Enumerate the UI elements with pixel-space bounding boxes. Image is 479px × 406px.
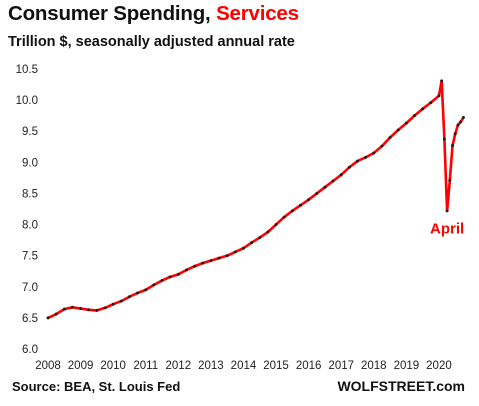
data-point xyxy=(111,302,115,306)
data-point xyxy=(136,291,140,295)
data-point xyxy=(79,307,83,311)
data-point xyxy=(437,94,441,98)
x-tick-label: 2011 xyxy=(133,360,158,372)
data-point xyxy=(440,79,444,83)
data-point xyxy=(46,316,50,320)
data-point xyxy=(388,135,392,139)
data-point xyxy=(421,107,425,111)
x-tick-label: 2017 xyxy=(328,360,354,372)
data-point xyxy=(364,155,368,159)
data-point xyxy=(445,209,449,213)
series-line-path xyxy=(46,79,465,320)
x-tick-label: 2012 xyxy=(166,360,192,372)
x-tick-label: 2008 xyxy=(35,360,61,372)
data-point xyxy=(456,123,460,127)
data-point xyxy=(282,215,286,219)
x-tick-label: 2013 xyxy=(198,360,224,372)
data-point xyxy=(184,268,188,272)
y-tick-label: 8.5 xyxy=(22,188,38,200)
data-point xyxy=(266,230,270,234)
x-axis-ticks: 2008 2009 2010 2011 2012 2013 2014 2015 2016 2017… xyxy=(35,360,452,372)
y-tick-label: 8.0 xyxy=(22,220,38,232)
x-tick-label: 2010 xyxy=(100,360,126,372)
data-point xyxy=(356,159,360,163)
data-point xyxy=(250,241,254,245)
data-point xyxy=(323,185,327,189)
data-point xyxy=(339,173,343,177)
data-point xyxy=(103,306,107,310)
data-point xyxy=(217,256,221,260)
data-point xyxy=(429,101,433,105)
data-point xyxy=(127,295,131,299)
y-tick-label: 9.5 xyxy=(22,126,38,138)
chart-subtitle: Trillion $, seasonally adjusted annual r… xyxy=(8,34,295,50)
brand-logo-text: WOLFSTREET.com xyxy=(337,378,465,394)
source-note: Source: BEA, St. Louis Fed xyxy=(12,379,181,394)
y-tick-label: 10.5 xyxy=(16,64,38,76)
x-tick-label: 2014 xyxy=(231,360,257,372)
data-point xyxy=(453,132,457,136)
x-tick-label: 2019 xyxy=(394,360,420,372)
x-tick-label: 2016 xyxy=(296,360,322,372)
data-point xyxy=(258,236,262,240)
data-point xyxy=(62,307,66,311)
data-point xyxy=(144,288,148,292)
data-point xyxy=(201,261,205,265)
data-point xyxy=(87,308,91,312)
data-point xyxy=(404,121,408,125)
data-point xyxy=(193,264,197,268)
y-tick-label: 7.0 xyxy=(22,282,38,294)
data-point xyxy=(459,120,463,124)
annotation-label: April xyxy=(430,220,464,237)
x-tick-label: 2018 xyxy=(361,360,387,372)
y-tick-label: 10.0 xyxy=(16,95,38,107)
data-point xyxy=(413,114,417,118)
title-highlight: Services xyxy=(216,2,299,25)
data-point xyxy=(315,191,319,195)
x-tick-label: 2009 xyxy=(68,360,94,372)
data-point xyxy=(225,254,229,258)
data-point xyxy=(70,305,74,309)
data-point xyxy=(307,198,311,202)
data-point xyxy=(451,144,455,148)
y-tick-label: 7.5 xyxy=(22,251,38,263)
data-point xyxy=(233,250,237,254)
data-point xyxy=(274,223,278,227)
series-markers xyxy=(46,79,465,320)
data-point xyxy=(461,116,465,120)
data-point xyxy=(168,275,172,279)
x-tick-label: 2020 xyxy=(426,360,452,372)
data-point xyxy=(380,144,384,148)
data-point xyxy=(119,299,123,303)
data-point xyxy=(290,209,294,213)
data-point xyxy=(209,259,213,263)
y-axis-ticks: 6.0 6.5 7.0 7.5 8.0 8.5 9.0 9.5 10.0 10.5 xyxy=(16,64,38,356)
series-line xyxy=(46,79,465,320)
data-point xyxy=(372,151,376,155)
data-point xyxy=(160,279,164,283)
chart-title: Consumer Spending, Services xyxy=(8,2,299,26)
title-main: Consumer Spending, xyxy=(8,2,211,25)
data-point xyxy=(442,137,446,141)
y-tick-label: 9.0 xyxy=(22,157,38,169)
data-point xyxy=(54,312,58,316)
data-point xyxy=(448,178,452,182)
data-point xyxy=(95,308,99,312)
data-point xyxy=(331,179,335,183)
annotations: April xyxy=(430,220,464,237)
y-tick-label: 6.0 xyxy=(22,344,38,356)
y-tick-label: 6.5 xyxy=(22,313,38,325)
data-point xyxy=(298,203,302,207)
data-point xyxy=(396,128,400,132)
data-point xyxy=(241,246,245,250)
data-point xyxy=(152,283,156,287)
x-tick-label: 2015 xyxy=(263,360,289,372)
data-point xyxy=(176,272,180,276)
data-point xyxy=(347,165,351,169)
